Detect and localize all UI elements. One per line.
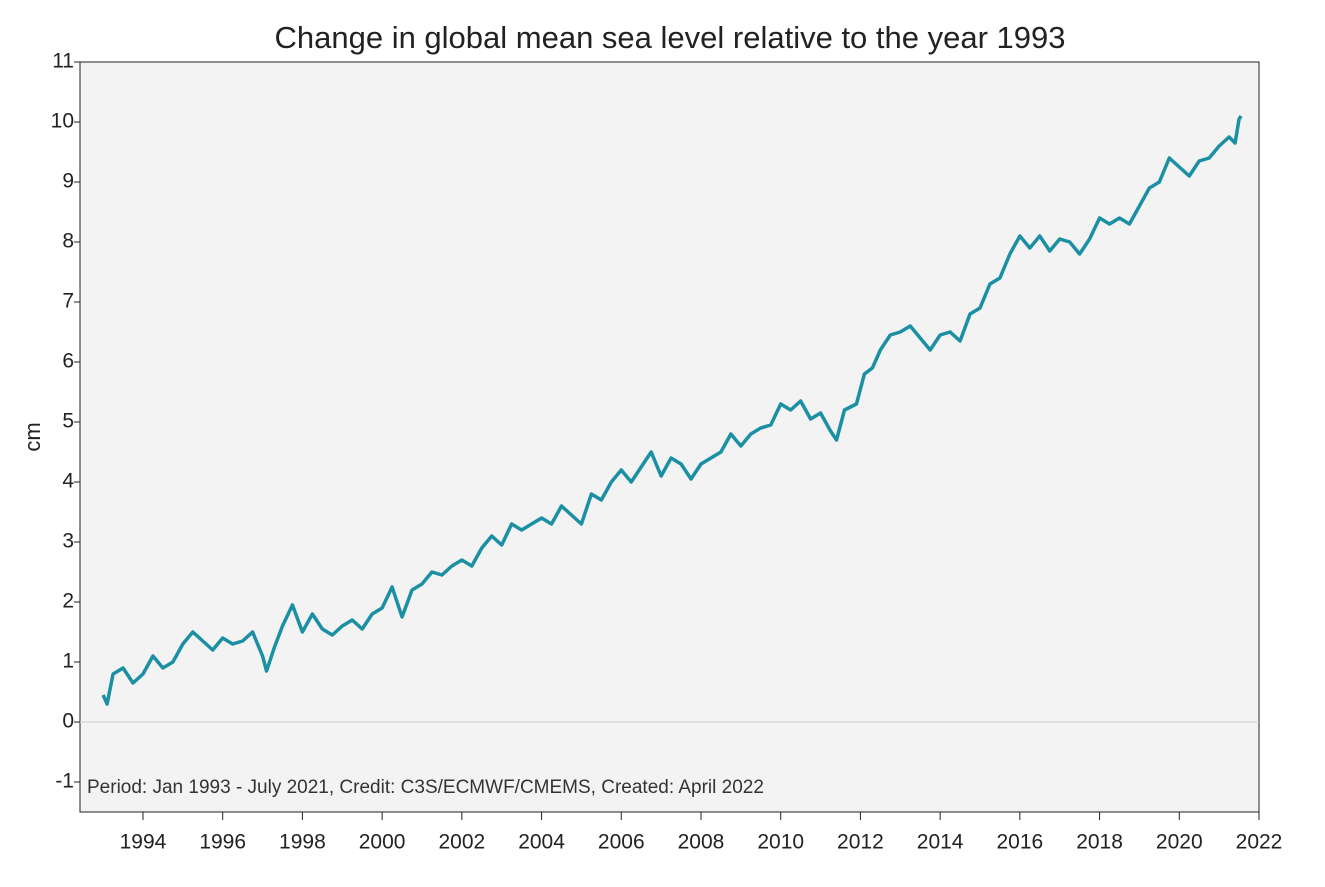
y-tick-label: 10 [51,110,74,133]
x-tick-label: 2008 [678,831,725,854]
y-tick-label: 2 [62,590,74,613]
x-tick-label: 2020 [1156,831,1203,854]
x-tick-label: 1996 [199,831,246,854]
y-axis-label: cm [20,422,45,451]
x-tick-label: 2014 [917,831,964,854]
x-tick-label: 2002 [438,831,485,854]
y-tick-label: 4 [62,470,74,493]
x-tick-label: 2006 [598,831,645,854]
x-tick-label: 2022 [1236,831,1283,854]
y-tick-label: 11 [52,50,74,73]
y-tick-label: 5 [62,410,74,433]
y-tick-label: -1 [55,770,74,793]
x-tick-label: 2012 [837,831,884,854]
x-tick-label: 2018 [1076,831,1123,854]
y-tick-label: 7 [62,290,74,313]
x-tick-label: 2010 [757,831,804,854]
line-series [101,115,1243,706]
y-tick-label: 0 [62,710,74,733]
y-tick-label: 8 [62,230,74,253]
y-tick-label: 6 [62,350,74,373]
x-tick-label: 2004 [518,831,565,854]
y-tick-label: 3 [62,530,74,553]
x-tick-label: 2016 [996,831,1043,854]
plot-area [79,61,1260,813]
x-tick-label: 2000 [359,831,406,854]
x-tick-label: 1998 [279,831,326,854]
y-tick-label: 1 [62,650,74,673]
chart-title: Change in global mean sea level relative… [274,20,1065,55]
x-tick-label: 1994 [120,831,167,854]
annotation: Period: Jan 1993 - July 2021, Credit: C3… [87,777,764,798]
y-tick-label: 9 [62,170,74,193]
